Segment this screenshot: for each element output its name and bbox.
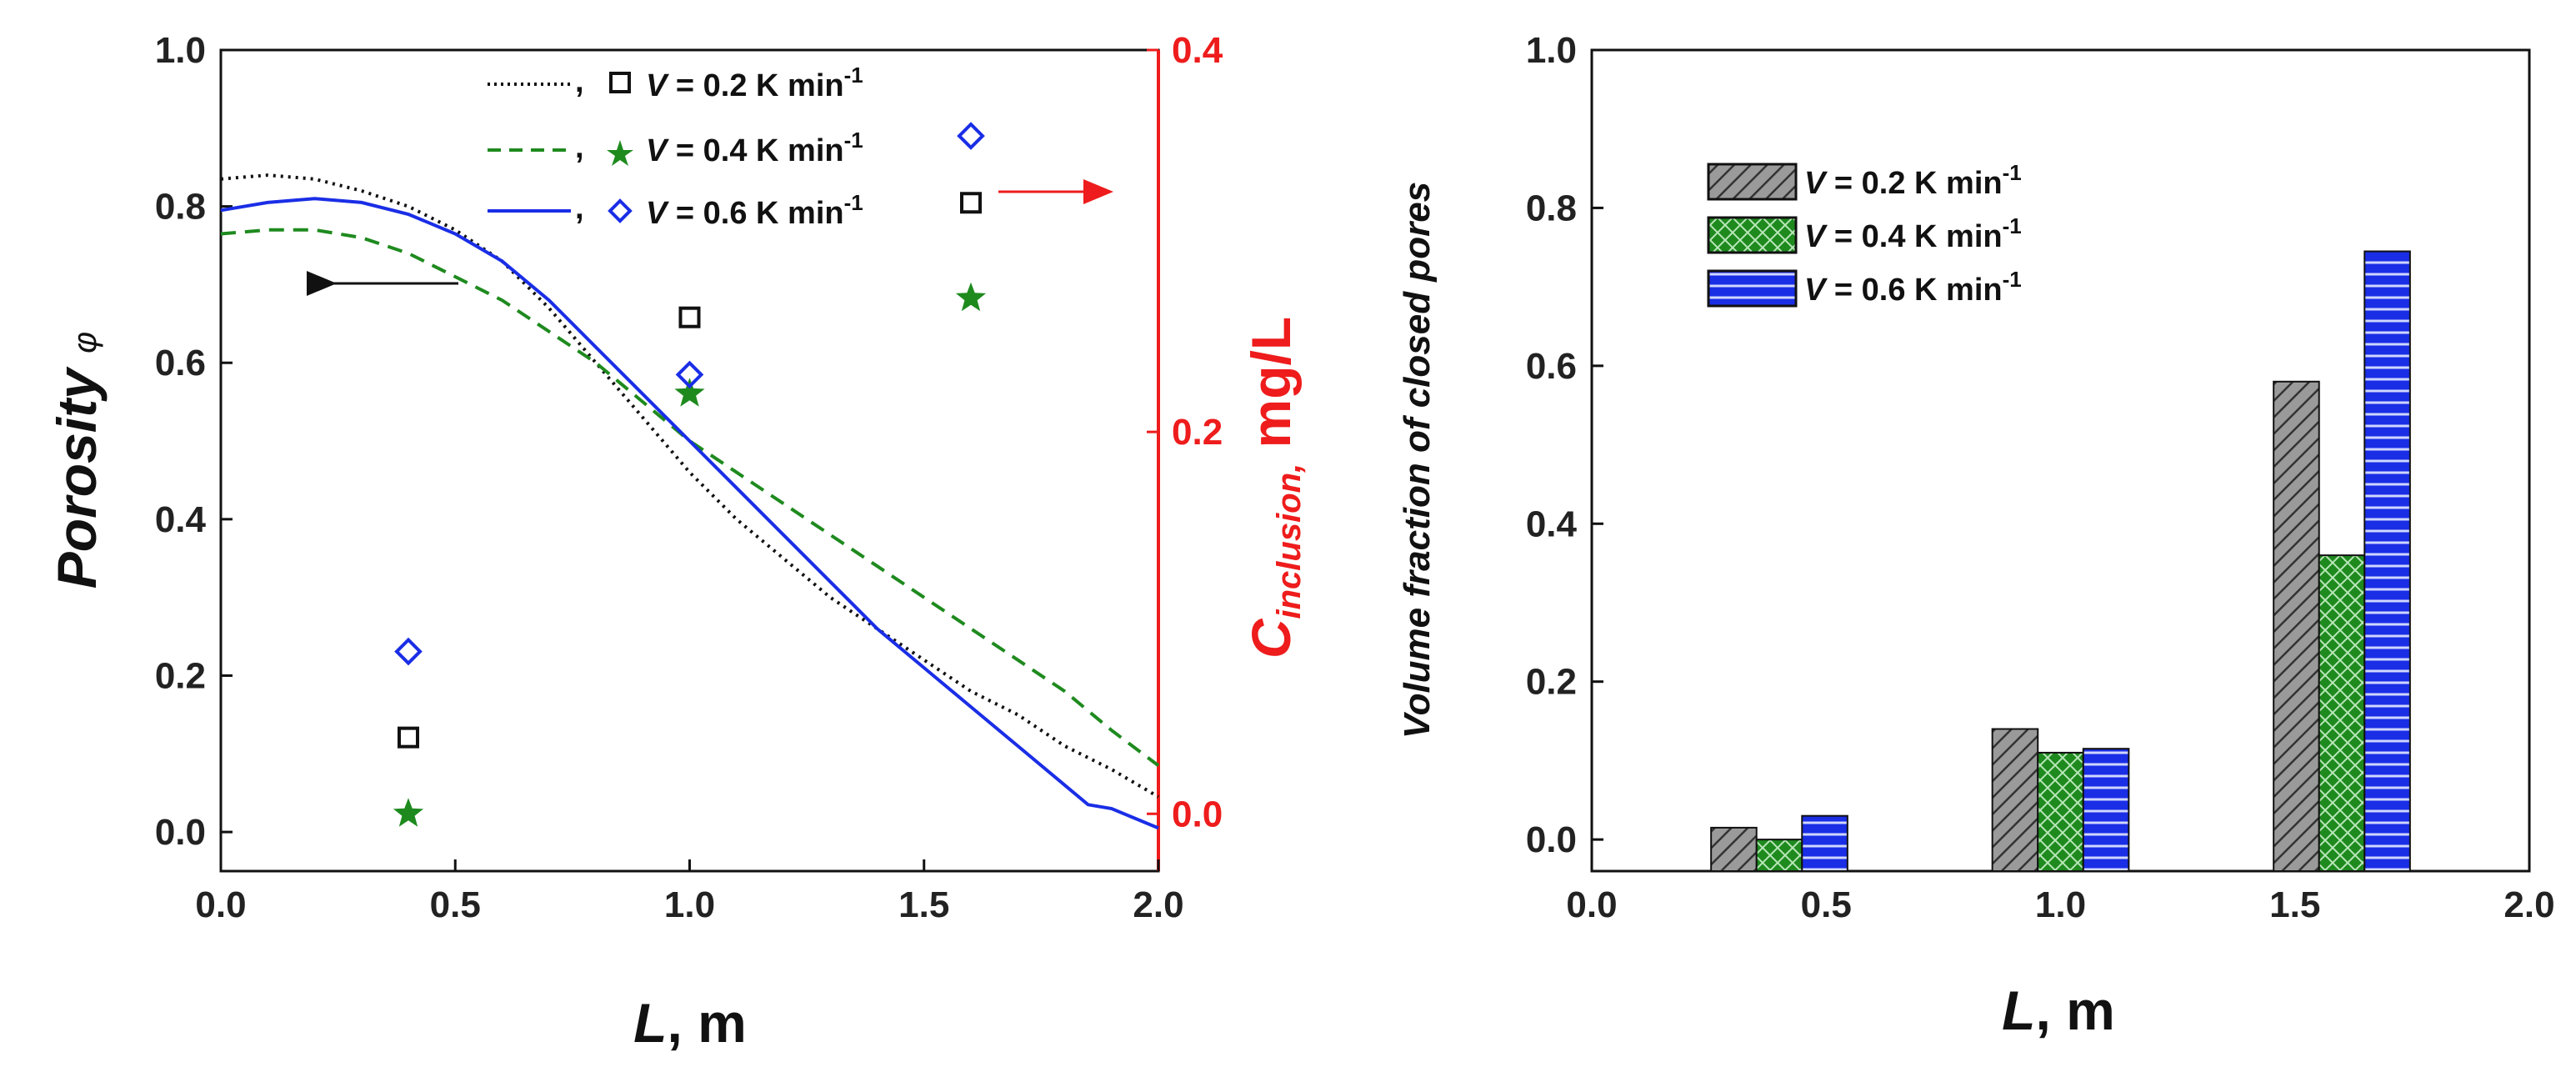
left-y-tick-label: 0.8 (155, 187, 206, 228)
left-x-tick-label: 1.5 (898, 884, 949, 925)
svg-text:V = 0.2 K min-1: V = 0.2 K min-1 (1804, 160, 2022, 201)
left-x-axis-title: L, m (633, 992, 747, 1054)
right-x-ticks: 0.0 0.5 1.0 1.5 2.0 (1566, 859, 2555, 925)
svg-text:,: , (575, 64, 584, 99)
left-legend-entry-0: , V = 0.2 K min-1 (488, 63, 863, 103)
right-panel: 0.0 0.5 1.0 1.5 2.0 0.00.20.40.60.81.0 L, m … (1397, 30, 2555, 1041)
legend-diamond-icon (608, 198, 633, 223)
left-right-y-tick-label: 0.0 (1172, 794, 1223, 834)
marker-diamond (675, 360, 704, 389)
left-x-tick-label: 0.0 (195, 884, 246, 925)
marker-star (393, 798, 424, 827)
left-right-y-ticks: 0.0 0.2 0.4 (1147, 30, 1223, 834)
right-y-tick-label: 1.0 (1526, 30, 1577, 71)
left-right-y-tick-label: 0.2 (1172, 412, 1223, 453)
left-y-tick-label: 0.2 (155, 655, 206, 696)
left-series-lines (220, 173, 1160, 830)
bar-diagonal-0 (1710, 826, 1758, 872)
left-panel: 0.0 0.5 1.0 1.5 2.0 0.00.20.40.60.81.0 0.00.… (46, 30, 1308, 1054)
bar-crosshatch-2 (2318, 554, 2366, 873)
left-legend: , V = 0.2 K min-1 , V = 0.4 K min-1 , V … (488, 63, 863, 231)
left-legend-entry-2: , V = 0.6 K min-1 (488, 190, 863, 231)
left-series-line-1 (220, 228, 1160, 767)
legend-star-icon (607, 140, 633, 166)
left-right-y-tick-label: 0.4 (1172, 30, 1223, 71)
right-y-tick-label: 0.4 (1526, 503, 1578, 544)
marker-square (398, 726, 419, 749)
marker-square (960, 192, 982, 214)
right-x-tick-label: 1.5 (2269, 884, 2320, 925)
left-y-ticks: 0.0 0.2 0.4 0.6 0.8 1.0 (155, 30, 233, 853)
left-series-line-0 (220, 173, 1160, 799)
right-legend: V = 0.2 K min-1 V = 0.4 K min-1 V = 0.6 … (1707, 160, 2022, 308)
svg-text:V = 0.6 K min-1: V = 0.6 K min-1 (1804, 267, 2022, 308)
left-y-axis-title: Porosity φ (46, 332, 108, 589)
right-legend-entry-2: V = 0.6 K min-1 (1707, 267, 2022, 308)
svg-text:V = 0.4 K min-1: V = 0.4 K min-1 (1804, 213, 2022, 254)
left-y-tick-label: 0.6 (155, 343, 206, 383)
marker-square (678, 306, 701, 328)
left-legend-entry-1: , V = 0.4 K min-1 (488, 128, 863, 168)
right-y-tick-label: 0.8 (1526, 188, 1577, 228)
svg-text:,: , (575, 191, 584, 226)
right-x-tick-label: 0.0 (1566, 884, 1617, 925)
right-x-tick-label: 0.5 (1801, 884, 1852, 925)
right-x-axis-title: L, m (2002, 979, 2115, 1041)
left-y-tick-label: 0.4 (155, 499, 207, 540)
svg-text:V = 0.4 K min-1: V = 0.4 K min-1 (646, 128, 863, 168)
bar-crosshatch-0 (1755, 839, 1803, 872)
bar-horizontal-1 (2082, 748, 2130, 873)
left-y-tick-label: 0.0 (155, 812, 206, 853)
right-y-axis-title: Volume fraction of closed pores (1397, 182, 1438, 739)
bar-diagonal-1 (1991, 728, 2039, 872)
right-y-tick-label: 0.2 (1526, 662, 1577, 703)
bar-crosshatch-1 (2037, 751, 2084, 872)
right-y-ticks: 0.0 0.2 0.4 0.6 0.8 1.0 (1526, 30, 1603, 860)
left-series-line-2 (220, 197, 1159, 830)
left-x-tick-label: 2.0 (1133, 884, 1183, 925)
left-x-ticks: 0.0 0.5 1.0 1.5 2.0 (195, 859, 1184, 925)
left-x-tick-label: 0.5 (430, 884, 481, 925)
marker-star (674, 378, 705, 407)
svg-text:,: , (575, 130, 584, 165)
marker-diamond (957, 122, 985, 150)
marker-diamond (394, 637, 423, 666)
marker-star (955, 282, 987, 312)
left-right-y-axis-title: Cinclusion, mg/L (1240, 317, 1308, 659)
right-bars (1710, 250, 2411, 873)
right-y-tick-label: 0.0 (1526, 819, 1577, 860)
left-x-tick-label: 1.0 (664, 884, 715, 925)
svg-text:V = 0.6 K min-1: V = 0.6 K min-1 (646, 190, 863, 231)
bar-horizontal-0 (1801, 814, 1848, 872)
right-y-tick-label: 0.6 (1526, 346, 1577, 387)
left-series-markers (393, 122, 987, 827)
right-legend-entry-1: V = 0.4 K min-1 (1707, 213, 2022, 254)
left-y-tick-label: 1.0 (155, 30, 206, 71)
bar-diagonal-2 (2273, 380, 2320, 872)
right-x-tick-label: 2.0 (2503, 884, 2554, 925)
right-x-tick-label: 1.0 (2035, 884, 2086, 925)
bar-horizontal-2 (2363, 250, 2411, 873)
right-legend-entry-0: V = 0.2 K min-1 (1707, 160, 2022, 201)
svg-text:V = 0.2 K min-1: V = 0.2 K min-1 (646, 63, 863, 103)
